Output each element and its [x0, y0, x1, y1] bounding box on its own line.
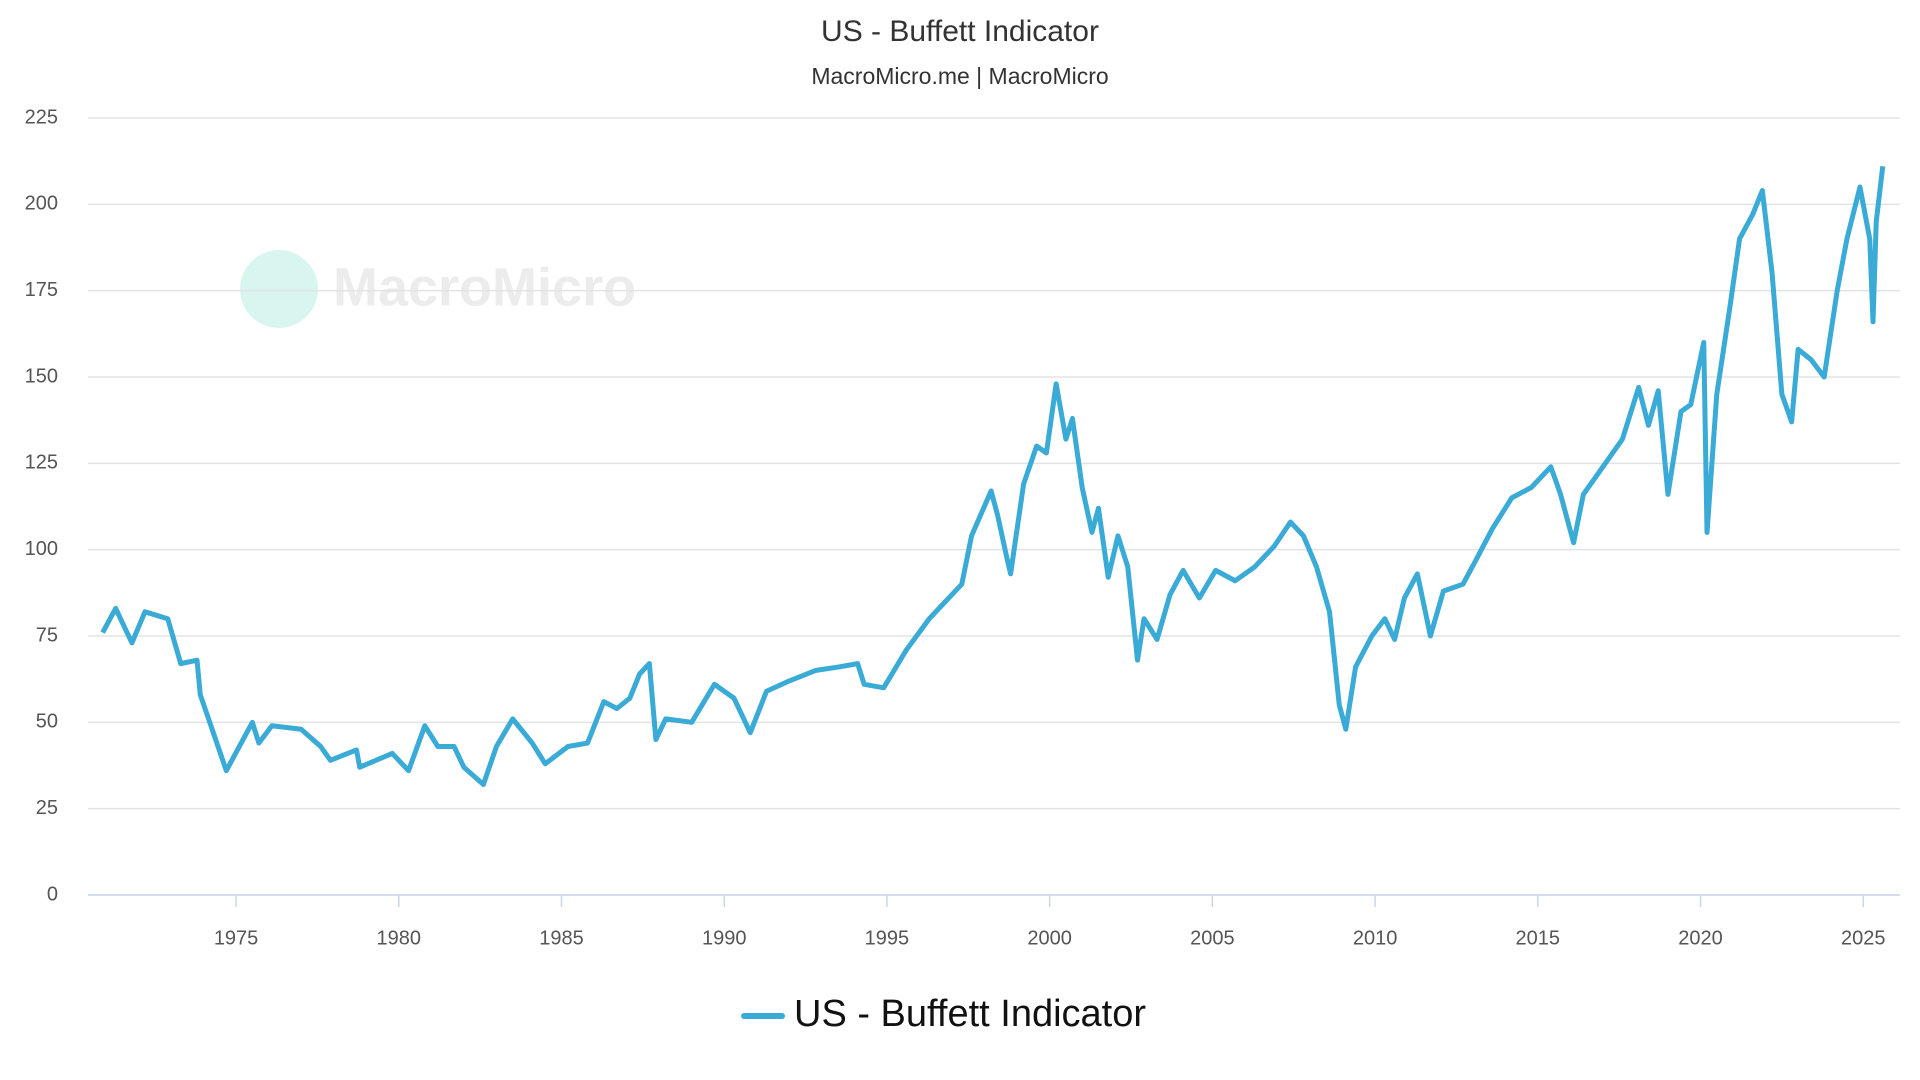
x-tick-label: 2010 [1353, 927, 1398, 949]
y-tick-label: 150 [25, 365, 58, 387]
y-tick-label: 0 [47, 883, 58, 905]
y-tick-label: 25 [36, 797, 58, 819]
y-tick-label: 175 [25, 279, 58, 301]
y-tick-label: 100 [25, 538, 58, 560]
x-tick-label: 2020 [1678, 927, 1723, 949]
x-tick-label: 2005 [1190, 927, 1235, 949]
watermark-logo [240, 250, 318, 328]
y-tick-label: 200 [25, 193, 58, 215]
watermark: MacroMicro [333, 257, 636, 317]
x-tick-label: 1975 [214, 927, 259, 949]
chart-subtitle: MacroMicro.me | MacroMicro [811, 63, 1108, 89]
y-tick-label: 75 [36, 624, 58, 646]
line [100, 166, 1886, 787]
x-tick-label: 1985 [539, 927, 584, 949]
x-tick-label: 1980 [377, 927, 422, 949]
y-tick-label: 225 [25, 106, 58, 128]
chart-title: US - Buffett Indicator [821, 15, 1099, 48]
y-tick-label: 125 [25, 452, 58, 474]
x-tick-label: 2015 [1516, 927, 1561, 949]
x-tick-label: 1995 [865, 927, 910, 949]
x-tick-label: 2025 [1841, 927, 1886, 949]
y-tick-label: 50 [36, 711, 58, 733]
legend-label: US - Buffett Indicator [794, 993, 1146, 1035]
x-tick-label: 1990 [702, 927, 747, 949]
x-tick-label: 2000 [1027, 927, 1072, 949]
